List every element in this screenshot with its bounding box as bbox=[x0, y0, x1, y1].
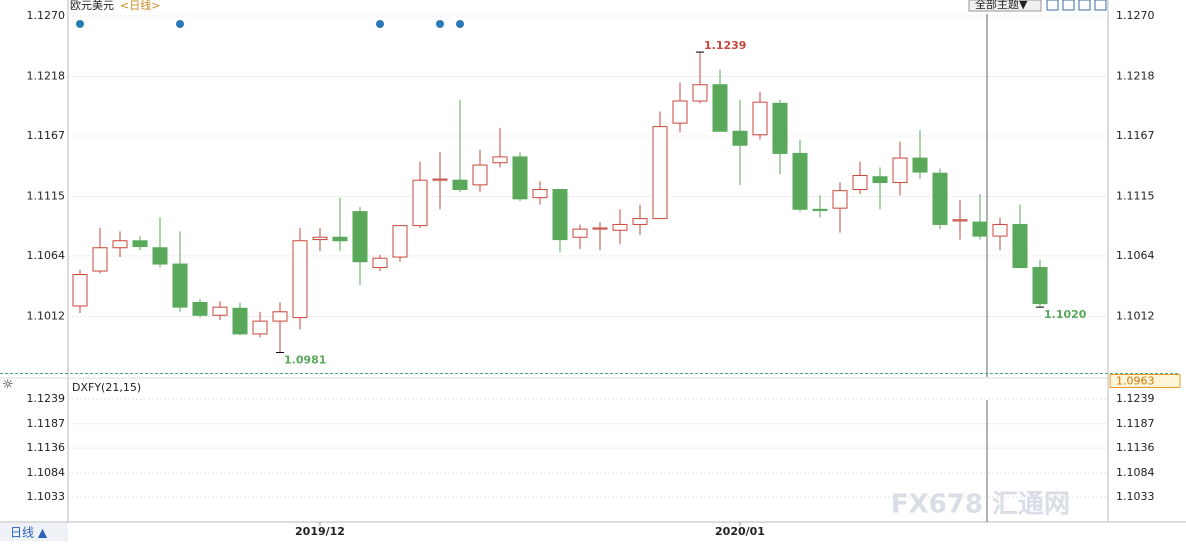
candle-body bbox=[312, 236, 328, 241]
candle-body bbox=[332, 236, 348, 242]
candle-body bbox=[592, 227, 608, 230]
candle-body bbox=[532, 189, 548, 199]
y-tick-label: 1.1136 bbox=[27, 441, 66, 454]
settings-icon[interactable]: ☼ bbox=[2, 378, 14, 393]
y-tick-label: 1.1084 bbox=[27, 466, 66, 479]
toolbar-icons[interactable] bbox=[1046, 0, 1107, 11]
low-label: 1.1020 bbox=[1044, 308, 1087, 321]
y-tick-label-right: 1.1270 bbox=[1116, 9, 1155, 22]
candle-body bbox=[1032, 267, 1048, 305]
y-tick-label: 1.1115 bbox=[27, 190, 66, 203]
candle-body bbox=[772, 102, 788, 154]
candle-body bbox=[92, 247, 108, 272]
event-dot bbox=[76, 20, 84, 28]
toolbar-icon[interactable] bbox=[1062, 0, 1075, 11]
candle-body bbox=[932, 172, 948, 225]
candle-body bbox=[372, 257, 388, 269]
candle-body bbox=[892, 157, 908, 184]
candle-body bbox=[132, 240, 148, 248]
candle-body bbox=[472, 164, 488, 186]
candle-body bbox=[72, 274, 88, 307]
x-tick-label: 2019/12 bbox=[295, 525, 345, 538]
y-tick-label-right: 1.1218 bbox=[1116, 70, 1155, 83]
toolbar-icon[interactable] bbox=[1078, 0, 1091, 11]
symbol-title: 欧元美元 bbox=[70, 0, 114, 12]
y-tick-label: 1.1012 bbox=[27, 309, 66, 322]
period-tab[interactable]: 日线 ▲ bbox=[10, 526, 48, 540]
y-tick-label-right: 1.1084 bbox=[1116, 466, 1155, 479]
candle-body bbox=[352, 211, 368, 263]
y-tick-label: 1.1033 bbox=[27, 490, 66, 503]
low-label: 1.0981 bbox=[284, 354, 326, 367]
indicator-title: DXFY(21,15) bbox=[72, 381, 141, 394]
candle-body bbox=[872, 176, 888, 184]
candle-body bbox=[552, 189, 568, 241]
y-tick-label: 1.1239 bbox=[27, 392, 66, 405]
candle-body bbox=[672, 100, 688, 124]
candle-body bbox=[752, 101, 768, 136]
candle-body bbox=[612, 223, 628, 231]
candle-body bbox=[972, 221, 988, 237]
event-dot bbox=[176, 20, 184, 28]
y-tick-label-right: 1.1033 bbox=[1116, 490, 1155, 503]
candle-body bbox=[212, 306, 228, 316]
candle-body bbox=[412, 179, 428, 227]
y-tick-label-right: 1.1064 bbox=[1116, 249, 1155, 262]
y-tick-label: 1.1167 bbox=[27, 129, 66, 142]
theme-button[interactable]: 全部主题▼ bbox=[975, 0, 1028, 11]
candle-body bbox=[512, 156, 528, 200]
x-tick-label: 2020/01 bbox=[715, 525, 765, 538]
theme-button-bg[interactable] bbox=[968, 0, 1042, 12]
candle-body bbox=[192, 301, 208, 316]
toolbar-icon[interactable] bbox=[1046, 0, 1059, 11]
y-tick-label-right: 1.1187 bbox=[1116, 417, 1155, 430]
y-tick-label: 1.1270 bbox=[27, 9, 66, 22]
candle-body bbox=[812, 208, 828, 211]
event-dot bbox=[456, 20, 464, 28]
candle-body bbox=[952, 219, 968, 222]
candle-body bbox=[572, 228, 588, 238]
y-tick-label: 1.1187 bbox=[27, 417, 66, 430]
price-tag-bg bbox=[1109, 374, 1181, 389]
y-tick-label: 1.1218 bbox=[27, 70, 66, 83]
candle-body bbox=[272, 311, 288, 322]
event-dot bbox=[376, 20, 384, 28]
candle-body bbox=[492, 156, 508, 164]
price-tag: 1.0963 bbox=[1116, 375, 1155, 388]
candle-body bbox=[292, 240, 308, 319]
candle-body bbox=[912, 157, 928, 173]
y-tick-label-right: 1.1115 bbox=[1116, 190, 1155, 203]
candle-body bbox=[632, 218, 648, 225]
event-dot bbox=[436, 20, 444, 28]
candle-body bbox=[832, 190, 848, 209]
period-tab-bg[interactable] bbox=[0, 523, 68, 541]
candle-body bbox=[152, 247, 168, 265]
candle-body bbox=[852, 175, 868, 191]
candle-body bbox=[652, 126, 668, 220]
candle-body bbox=[232, 307, 248, 335]
candle-body bbox=[432, 178, 448, 181]
y-tick-label-right: 1.1167 bbox=[1116, 129, 1155, 142]
candle-body bbox=[692, 84, 708, 102]
candle-body bbox=[172, 263, 188, 308]
toolbar-icon[interactable] bbox=[1094, 0, 1107, 11]
candle-body bbox=[112, 240, 128, 249]
event-markers bbox=[76, 20, 464, 28]
y-tick-label-right: 1.1136 bbox=[1116, 441, 1155, 454]
candle-body bbox=[792, 152, 808, 210]
watermark: FX678 汇通网 bbox=[891, 490, 1070, 520]
candle-body bbox=[992, 223, 1008, 237]
candle-body bbox=[252, 320, 268, 335]
candle-body bbox=[392, 225, 408, 258]
candle-body bbox=[452, 179, 468, 191]
candle-body bbox=[732, 130, 748, 146]
high-label: 1.1239 bbox=[704, 39, 746, 52]
y-tick-label: 1.1064 bbox=[27, 249, 66, 262]
candle-body bbox=[712, 84, 728, 132]
y-tick-label-right: 1.1012 bbox=[1116, 309, 1155, 322]
candle-body bbox=[1012, 223, 1028, 269]
y-tick-label-right: 1.1239 bbox=[1116, 392, 1155, 405]
period-label: <日线> bbox=[120, 0, 160, 12]
